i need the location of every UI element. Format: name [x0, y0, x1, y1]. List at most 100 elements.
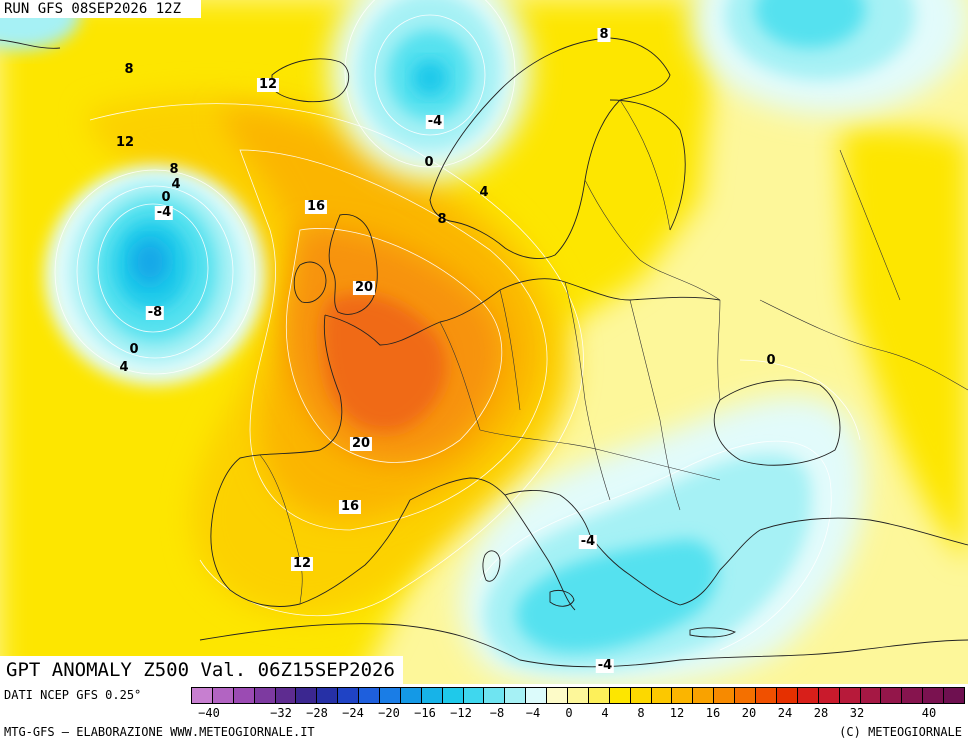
contour-label: 8 — [124, 62, 134, 77]
colorbar-swatch — [463, 688, 485, 703]
corsica-sardinia — [482, 550, 501, 582]
colorbar-swatch — [526, 688, 548, 703]
greece-coast — [589, 529, 761, 606]
colorbar-swatch — [818, 688, 840, 703]
contour-label: 0 — [129, 342, 139, 357]
anomaly-shading — [0, 0, 968, 684]
contour-label: 20 — [352, 280, 376, 295]
colorbar-swatch — [902, 688, 924, 703]
iberia-coast — [210, 314, 411, 607]
negative-8-area-ne — [755, 0, 865, 48]
colorbar-tick-label: 24 — [777, 706, 793, 720]
contour-label: 12 — [115, 135, 135, 150]
colorbar-swatch — [275, 688, 297, 703]
colorbar-tick-label: −4 — [525, 706, 541, 720]
colorbar-swatch — [296, 688, 318, 703]
contour-label: 8 — [437, 212, 447, 227]
colorbar-swatch — [735, 688, 757, 703]
colorbar-tick-label: 40 — [921, 706, 937, 720]
great-britain-coast — [328, 214, 378, 315]
negative-8-area-med — [516, 539, 718, 653]
positive-24-area — [321, 293, 447, 432]
contour-label: 0 — [766, 353, 776, 368]
negative-16-area-atlantic — [132, 240, 168, 284]
colorbar-swatch — [505, 688, 527, 703]
colorbar-swatch — [756, 688, 777, 703]
contour-label: 8 — [169, 162, 179, 177]
contour-label: 12 — [256, 77, 280, 92]
colorbar-swatch — [484, 688, 506, 703]
colorbar-swatch — [380, 688, 401, 703]
contour-label: 8 — [597, 27, 611, 42]
contour-label: -8 — [145, 305, 165, 320]
colorbar-tick-label: 8 — [637, 706, 645, 720]
colorbar-tick-label: −24 — [342, 706, 364, 720]
crete-coast — [689, 627, 737, 638]
contour-label: -4 — [425, 114, 445, 129]
colorbar-swatch — [547, 688, 569, 703]
contour-label: 0 — [424, 155, 434, 170]
contour-label: 4 — [479, 185, 489, 200]
colorbar-tick-label: −20 — [378, 706, 400, 720]
contour-label: 4 — [119, 360, 129, 375]
data-source-label: DATI NCEP GFS 0.25° — [4, 688, 142, 702]
contour-label: 16 — [304, 199, 328, 214]
colorbar-swatch — [923, 688, 945, 703]
color-legend: DATI NCEP GFS 0.25° −40 −32 −28 −24 −20 −16 −1… — [0, 684, 968, 745]
colorbar-ticks: −40 −32 −28 −24 −20 −16 −12 −8 −4 0 4 8 12 16 20 24 28 32… — [191, 706, 965, 722]
colorbar-swatch — [588, 688, 610, 703]
positive-8-east — [840, 127, 968, 560]
run-title: RUN GFS 08SEP2026 12Z — [0, 0, 202, 18]
colorbar-swatch — [714, 688, 736, 703]
contour-lines — [54, 0, 861, 651]
colorbar-swatch — [776, 688, 798, 703]
colorbar-tick-label: −8 — [489, 706, 505, 720]
colorbar-swatch — [672, 688, 694, 703]
colorbar-swatch — [212, 688, 234, 703]
contour-label: 4 — [171, 177, 181, 192]
adriatic-coast — [504, 490, 591, 536]
colorbar-tick-label: −28 — [306, 706, 328, 720]
colorbar-tick-label: 4 — [601, 706, 609, 720]
colorbar-tick-label: 32 — [849, 706, 865, 720]
black-sea-coast — [713, 379, 841, 466]
anomaly-map[interactable] — [0, 0, 968, 684]
colorbar-tick-label: −40 — [198, 706, 220, 720]
colorbar-swatch — [630, 688, 652, 703]
colorbar-tick-label: −16 — [414, 706, 436, 720]
colorbar-tick-label: −32 — [270, 706, 292, 720]
contour-label: -4 — [154, 205, 174, 220]
copyright-label: (C) METEOGIORNALE — [839, 725, 962, 739]
greenland-edge — [0, 39, 61, 49]
product-title: GPT ANOMALY Z500 Val. 06Z15SEP2026 — [0, 656, 403, 684]
colorbar-swatch — [860, 688, 882, 703]
colorbar-swatch — [338, 688, 360, 703]
colorbar-tick-label: 20 — [741, 706, 757, 720]
colorbar-tick-label: 12 — [669, 706, 685, 720]
coastlines — [0, 37, 968, 668]
colorbar-tick-label: 28 — [813, 706, 829, 720]
colorbar-swatch — [359, 688, 381, 703]
colorbar-tick-label: −12 — [450, 706, 472, 720]
contour-label: 12 — [290, 556, 314, 571]
colorbar-swatch — [317, 688, 339, 703]
colorbar-swatch — [609, 688, 631, 703]
colorbar-swatch — [442, 688, 464, 703]
colorbar-tick-label: 16 — [705, 706, 721, 720]
ireland-coast — [293, 261, 327, 303]
colorbar-swatch — [693, 688, 715, 703]
credit-label: MTG-GFS — ELABORAZIONE WWW.METEOGIORNALE… — [4, 725, 315, 739]
sicily-coast — [549, 589, 575, 607]
map-panel[interactable]: RUN GFS 08SEP2026 12Z 8 12 12 8 4 0 -4 -… — [0, 0, 968, 684]
colorbar-swatch — [839, 688, 861, 703]
scandinavia-coast — [429, 37, 671, 259]
iceland-coast — [271, 58, 350, 103]
colorbar-swatch — [254, 688, 276, 703]
north-africa-coast — [199, 623, 968, 668]
colorbar — [191, 687, 965, 704]
contour-label: 20 — [349, 436, 373, 451]
colorbar-swatch — [233, 688, 255, 703]
colorbar-swatch — [797, 688, 819, 703]
colorbar-swatch — [568, 688, 589, 703]
contour-label: 16 — [338, 499, 362, 514]
